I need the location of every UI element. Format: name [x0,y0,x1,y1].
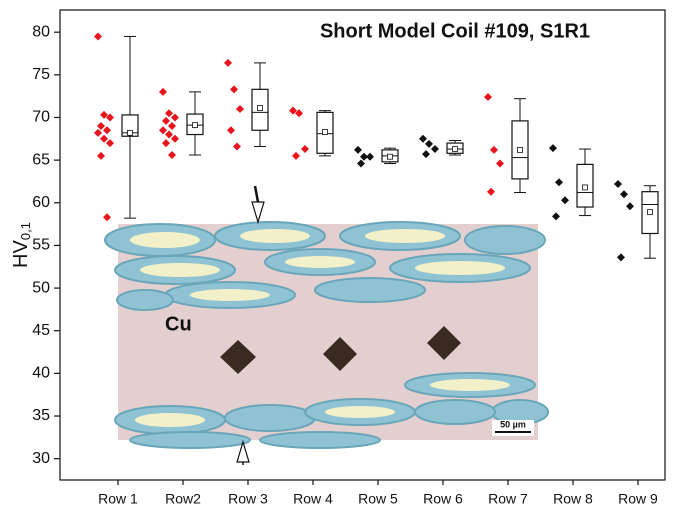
x-tick-label: Row 1 [98,491,138,507]
data-point [292,152,300,160]
chart: Short Model Coil #109, S1R1 HV0,1 Cu [0,0,673,515]
data-point [552,212,560,220]
data-point [159,126,167,134]
mean [128,130,133,135]
data-point [626,202,634,210]
data-point [97,122,105,130]
data-point [171,113,179,121]
data-point [168,151,176,159]
data-point [357,160,365,168]
x-tick-label: Row 7 [488,491,528,507]
chart-title: Short Model Coil #109, S1R1 [320,20,590,42]
x-tick-label: Row 5 [358,491,398,507]
y-tick-label: 75 [32,66,50,83]
data-point [103,126,111,134]
data-point [162,117,170,125]
data-point [224,59,232,67]
data-point [487,188,495,196]
data-point [106,139,114,147]
data-point [94,32,102,40]
data-point [236,105,244,113]
data-point [490,146,498,154]
data-point [162,139,170,147]
y-tick-label: 55 [32,237,50,254]
y-tick-label: 30 [32,450,50,467]
micrograph-inset: Cu 50 µm [105,222,548,448]
y-tick-label: 45 [32,322,50,339]
y-axis-label-main: HV [10,239,32,267]
mean [648,210,653,215]
mean [388,154,393,159]
data-point [549,144,557,152]
data-point [422,150,430,158]
y-tick-label: 50 [32,279,50,296]
y-tick-label: 60 [32,194,50,211]
data-point [366,153,374,161]
mean [583,185,588,190]
data-point [484,93,492,101]
data-point [354,146,362,154]
data-point [419,135,427,143]
annotation-cu: Cu [165,313,192,335]
x-tick-label: Row 9 [618,491,658,507]
x-tick-label: Row 3 [228,491,268,507]
mean [258,106,263,111]
mean [453,147,458,152]
y-axis-label: HV0,1 [10,222,33,268]
y-tick-label: 40 [32,365,50,382]
x-tick-label: Row 8 [553,491,593,507]
x-tick-label: Row2 [165,491,201,507]
data-point [620,190,628,198]
y-tick-label: 35 [32,407,50,424]
y-tick-label: 70 [32,109,50,126]
data-point [103,213,111,221]
data-point [230,85,238,93]
data-point [159,88,167,96]
data-point [171,135,179,143]
data-point [617,253,625,261]
y-axis-label-sub: 0,1 [18,222,33,240]
data-point [168,122,176,130]
data-point [97,152,105,160]
data-point [561,196,569,204]
data-point [555,178,563,186]
data-point [301,145,309,153]
data-point [233,142,241,150]
annotation-scale: 50 µm [500,419,526,429]
data-point [94,129,102,137]
data-point [165,131,173,139]
data-point [431,145,439,153]
data-point [100,135,108,143]
y-tick-label: 65 [32,151,50,168]
mean [323,129,328,134]
x-tick-label: Row 4 [293,491,333,507]
data-point [496,160,504,168]
mean [193,123,198,128]
data-point [614,180,622,188]
data-point [165,109,173,117]
y-tick-label: 80 [32,23,50,40]
x-tick-label: Row 6 [423,491,463,507]
mean [518,147,523,152]
data-point [425,140,433,148]
data-point [227,126,235,134]
